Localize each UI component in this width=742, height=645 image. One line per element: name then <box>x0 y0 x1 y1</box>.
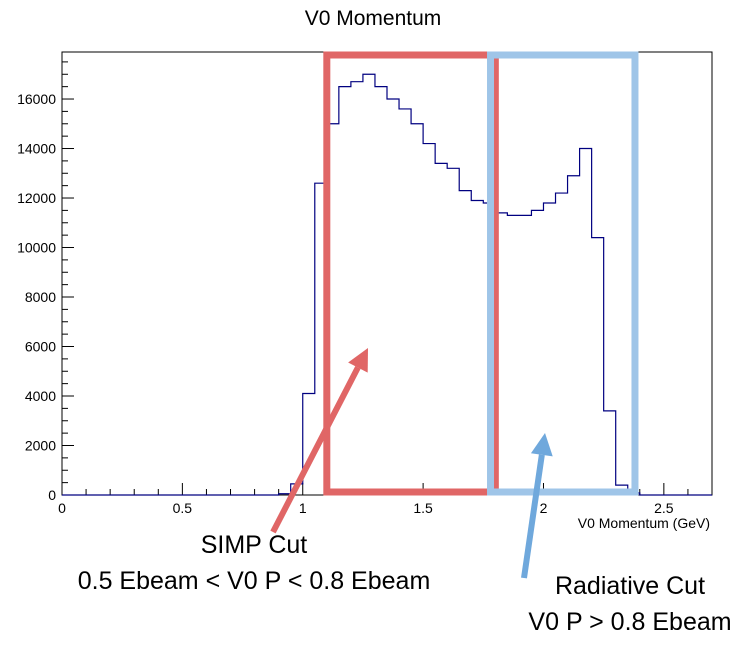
y-tick-label: 12000 <box>17 190 56 206</box>
simp-cut-arrow <box>270 348 368 534</box>
y-axis-ticks: 0 2000 4000 6000 8000 10000 12000 14000 16000 <box>17 61 74 503</box>
radiative-cut-arrow <box>521 433 553 579</box>
radiative-cut-label: Radiative Cut <box>555 572 705 600</box>
y-tick-label: 6000 <box>25 339 56 355</box>
y-tick-label: 2000 <box>25 438 56 454</box>
x-tick-label: 0 <box>58 500 66 516</box>
annotations <box>270 51 639 579</box>
y-tick-label: 10000 <box>17 240 56 256</box>
y-tick-label: 14000 <box>17 141 56 157</box>
plot-frame <box>61 51 713 496</box>
simp-cut-label: SIMP Cut <box>201 531 308 559</box>
chart-title: V0 Momentum <box>305 7 442 30</box>
y-tick-label: 0 <box>48 487 56 503</box>
x-tick-label: 1 <box>299 500 307 516</box>
simp-cut-box <box>323 51 499 496</box>
y-tick-label: 16000 <box>17 91 56 107</box>
x-axis-title: V0 Momentum (GeV) <box>578 515 710 531</box>
x-tick-label: 2 <box>540 500 548 516</box>
x-tick-label: 1.5 <box>413 500 433 516</box>
x-tick-label: 0.5 <box>173 500 193 516</box>
simp-cut-condition: 0.5 Ebeam < V0 P < 0.8 Ebeam <box>78 567 431 595</box>
histogram-series-line <box>62 73 712 496</box>
x-axis-ticks: 0 0.5 1 1.5 2 2.5 <box>58 483 713 516</box>
radiative-cut-box <box>487 51 639 496</box>
y-tick-label: 4000 <box>25 388 56 404</box>
y-tick-label: 8000 <box>25 289 56 305</box>
x-tick-label: 2.5 <box>654 500 674 516</box>
radiative-cut-condition: V0 P > 0.8 Ebeam <box>528 608 731 636</box>
